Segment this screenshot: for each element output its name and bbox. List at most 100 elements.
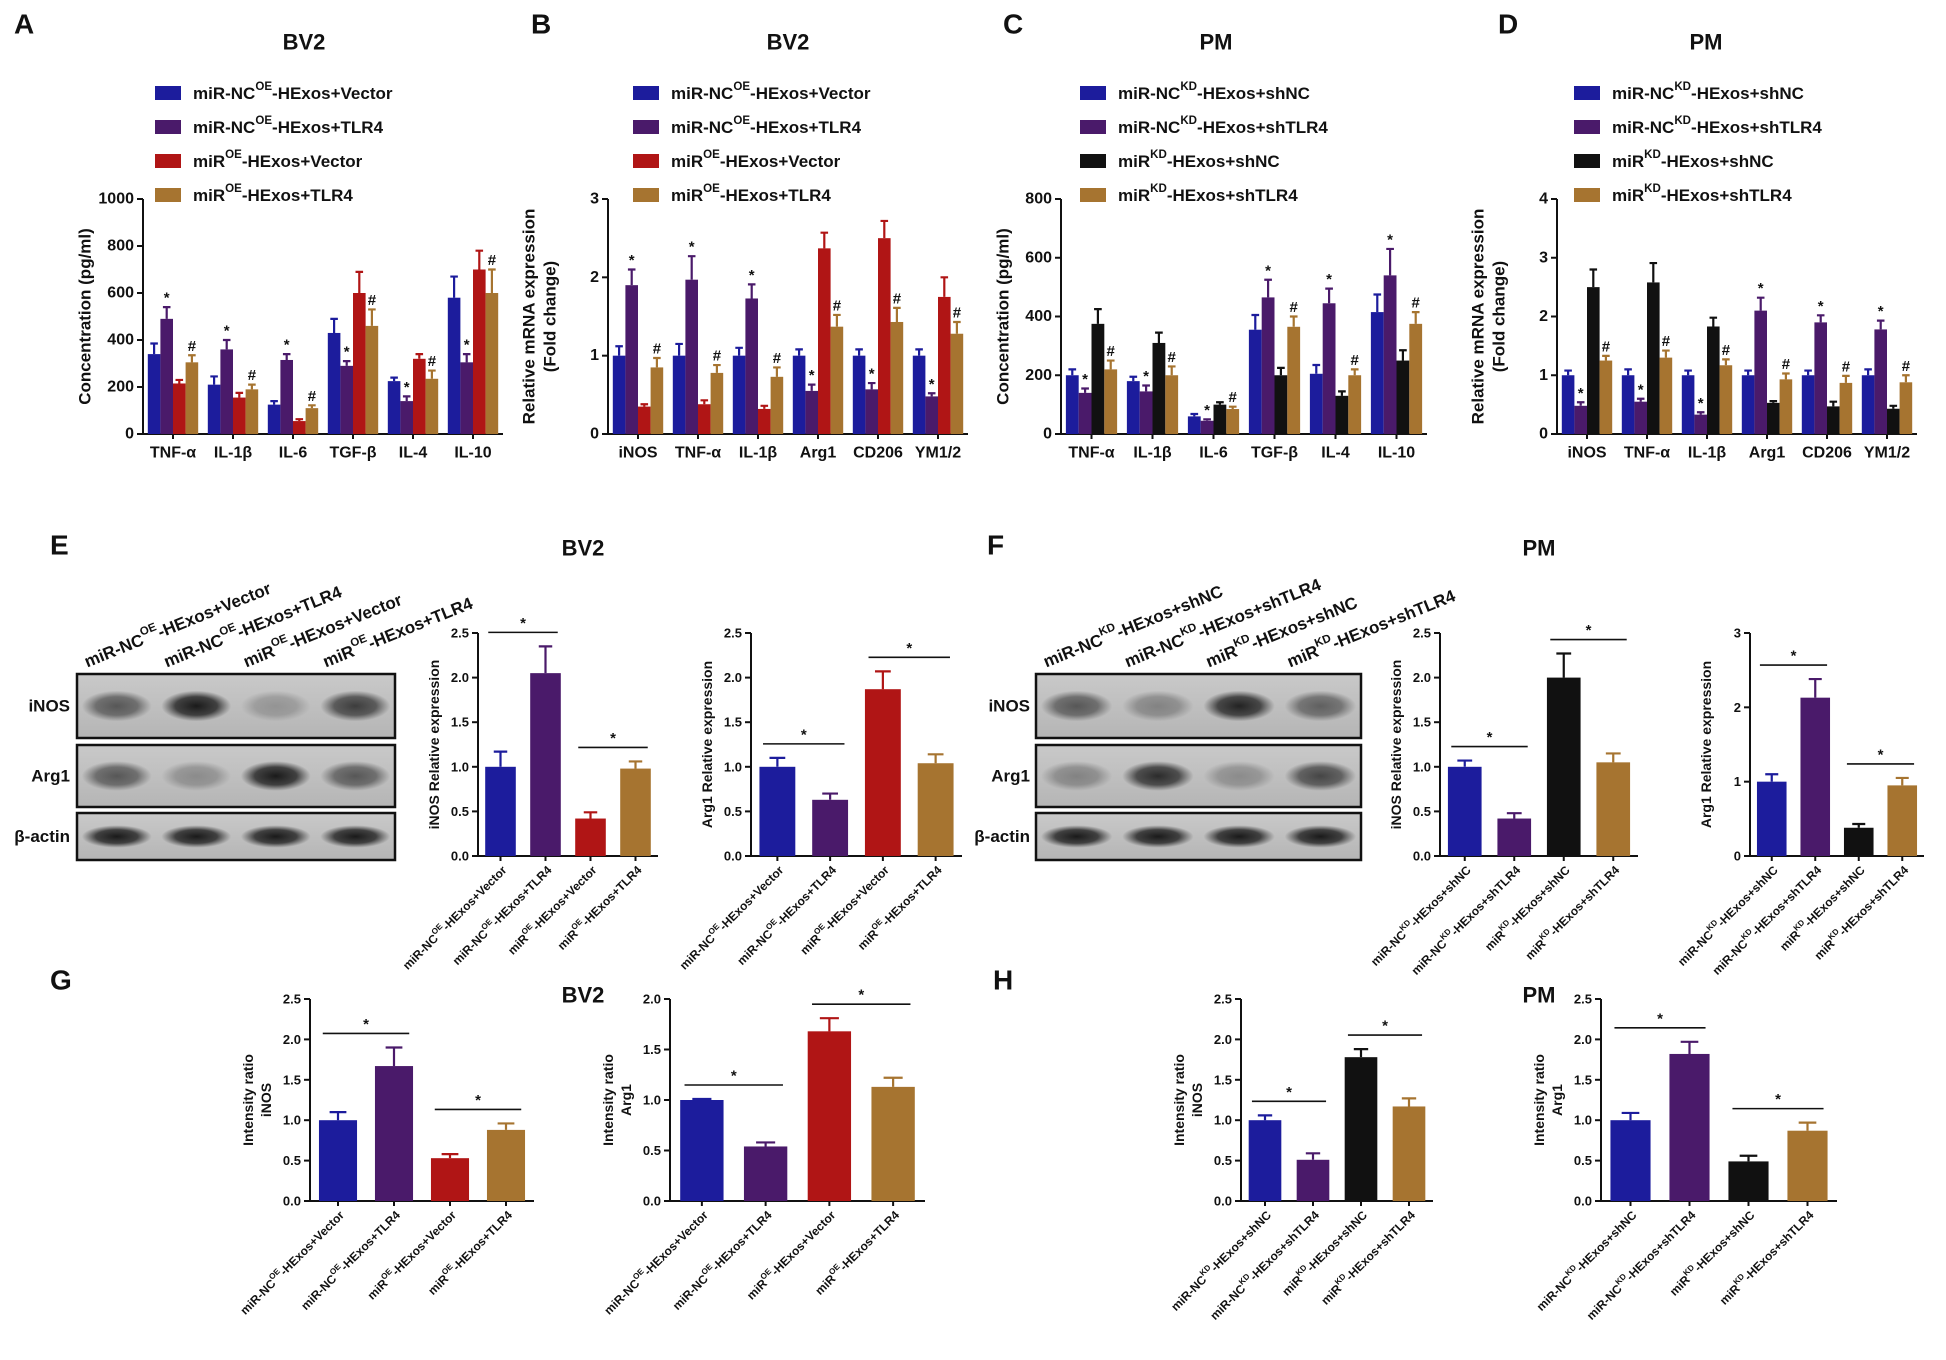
error-bar: [1289, 315, 1298, 327]
blot-lane-label-part: miR-NC: [81, 630, 146, 671]
blot-lane-label-part: miR-NC: [1040, 630, 1105, 671]
legend-swatch: [1080, 188, 1106, 202]
error-bar: [953, 320, 961, 334]
significance-marker: *: [1387, 231, 1393, 248]
error-bar: [1722, 358, 1730, 366]
bar: [732, 355, 746, 434]
legend-swatch: [1080, 86, 1106, 100]
y-tick-label: 1.5: [451, 715, 469, 730]
x-tick-label-part: -HExos+shNC: [1573, 1208, 1639, 1274]
y-tick-label: 0: [1043, 426, 1052, 443]
bar: [327, 332, 341, 434]
bar: [1861, 375, 1875, 434]
significance-marker: #: [1722, 342, 1731, 359]
x-tick-label-part: miR: [1482, 927, 1508, 953]
significance-marker: #: [248, 367, 257, 384]
error-bar: [1852, 822, 1866, 828]
y-tick-label: 1: [590, 347, 599, 364]
y-tick-label: 0.5: [283, 1153, 301, 1168]
blot-lane-label-part: OE: [349, 632, 369, 649]
y-tick-label: 0.0: [283, 1194, 301, 1209]
error-bar: [1353, 1048, 1369, 1058]
panel-title: PM: [1523, 983, 1556, 1008]
significance-label: *: [1286, 1084, 1292, 1101]
error-bar: [1506, 812, 1522, 819]
error-bar: [368, 308, 376, 326]
legend-label-part: OE: [255, 81, 272, 93]
error-bar: [1829, 400, 1838, 407]
bar: [530, 673, 561, 856]
blot-row-label: Arg1: [991, 767, 1030, 786]
y-tick-label: 2.0: [1574, 1032, 1592, 1047]
y-tick-label: 1.0: [283, 1113, 301, 1128]
significance-marker: #: [1662, 333, 1671, 350]
legend-swatch: [155, 154, 181, 168]
error-bar: [1277, 366, 1285, 376]
y-tick-label: 1: [1734, 774, 1741, 789]
bar: [938, 296, 951, 434]
x-tick-label-part: miR: [505, 931, 531, 957]
x-tick-label: IL-1β: [1688, 445, 1726, 462]
error-bar: [867, 381, 876, 390]
x-tick-label: miR-NCKD-HExos+shNC: [1367, 861, 1474, 968]
legend-label-part: -HExos+shTLR4: [1167, 186, 1298, 205]
legend-label-part: -HExos+TLR4: [720, 186, 832, 205]
bar: [1309, 373, 1323, 434]
legend-label-part: -HExos+shTLR4: [1691, 118, 1822, 137]
x-tick-label: YM1/2: [1864, 445, 1910, 462]
y-tick-label: 2.0: [724, 670, 742, 685]
error-bar: [402, 395, 411, 402]
x-tick-label: IL-1β: [1133, 445, 1171, 462]
y-tick-label: 0.5: [451, 804, 469, 819]
significance-marker: #: [1602, 338, 1611, 355]
y-tick-label: 1.0: [1574, 1113, 1592, 1128]
significance-label: *: [1586, 622, 1592, 639]
y-axis-label: Arg1 Relative expression: [1698, 661, 1714, 828]
legend-label-part: -HExos+Vector: [242, 152, 363, 171]
bar: [1899, 382, 1913, 434]
legend-label-part: miR-NC: [1612, 84, 1674, 103]
bar: [280, 359, 293, 434]
legend-label-part: miR: [1612, 152, 1644, 171]
error-bar: [1338, 390, 1346, 396]
error-bar: [820, 231, 829, 249]
error-bar: [385, 1046, 403, 1067]
error-bar: [270, 400, 278, 405]
error-bar: [687, 255, 696, 280]
error-bar: [188, 354, 196, 363]
bar: [1887, 408, 1900, 434]
bar: [1561, 375, 1575, 434]
x-tick-label: TNF-α: [150, 445, 196, 462]
significance-marker: #: [308, 388, 317, 405]
legend-label-part: miR-NC: [671, 118, 733, 137]
error-bar: [653, 356, 661, 368]
bar: [1574, 405, 1587, 434]
bar: [925, 396, 938, 434]
y-tick-label: 600: [107, 285, 134, 302]
significance-marker: *: [224, 323, 230, 340]
x-tick-label: CD206: [853, 445, 903, 462]
bar: [1694, 414, 1707, 434]
bar: [425, 378, 439, 434]
error-bar: [441, 1153, 459, 1159]
bar: [485, 293, 499, 434]
legend-label-part: miR: [193, 186, 225, 205]
blot-band: [1284, 690, 1357, 722]
significance-marker: *: [1204, 402, 1210, 419]
bar: [400, 401, 413, 434]
bar: [680, 1100, 724, 1201]
error-bar: [880, 219, 889, 239]
error-bar: [475, 249, 484, 270]
significance-label: *: [1487, 729, 1493, 746]
y-axis-label: iNOS Relative expression: [1388, 660, 1404, 830]
bar: [1874, 329, 1887, 434]
bar: [1065, 375, 1079, 434]
y-tick-label: 0.0: [451, 849, 469, 864]
error-bar: [497, 1122, 515, 1130]
legend-swatch: [1574, 154, 1600, 168]
bar: [864, 689, 901, 856]
y-axis-label: Intensity ratio: [600, 1054, 616, 1146]
bar: [1587, 287, 1600, 434]
x-tick-label-part: miR: [1667, 1272, 1693, 1298]
error-bar: [329, 1111, 347, 1121]
